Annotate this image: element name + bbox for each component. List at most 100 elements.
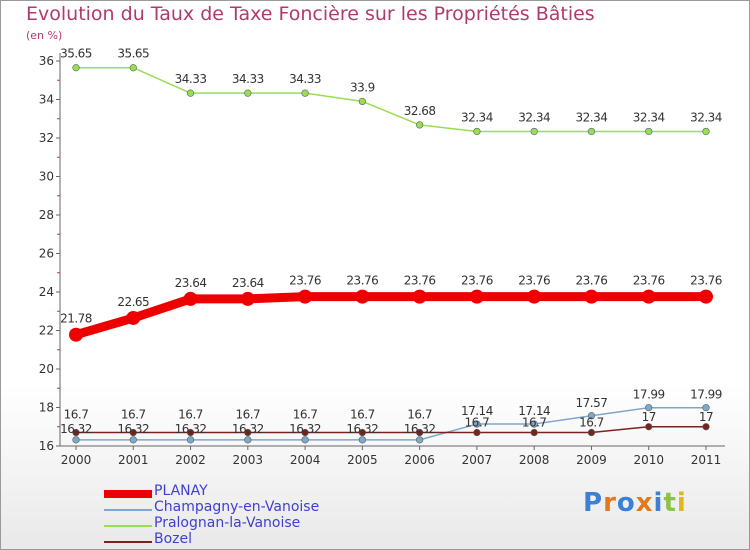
data-label: 23.76 (289, 274, 321, 288)
data-label: 32.34 (518, 110, 550, 124)
data-label: 16.32 (289, 422, 321, 436)
data-point (72, 428, 80, 437)
x-tick-label: 2009 (576, 453, 607, 467)
data-point (358, 428, 366, 437)
data-point (186, 89, 195, 97)
logo-letter: P (583, 488, 604, 518)
chart-title: Evolution du Taux de Taxe Foncière sur l… (26, 3, 595, 25)
data-point (358, 436, 366, 444)
data-label: 16.7 (178, 408, 203, 422)
y-tick-label: 26 (39, 247, 54, 261)
data-label: 17.14 (461, 404, 493, 418)
data-label: 23.64 (175, 276, 207, 290)
data-label: 32.34 (690, 110, 722, 124)
data-point (530, 127, 538, 136)
data-point (527, 289, 542, 304)
data-label: 33.9 (350, 80, 375, 94)
logo-letter: i (653, 488, 664, 518)
data-point (587, 428, 596, 437)
x-tick-label: 2001 (118, 453, 149, 467)
x-tick-label: 2003 (233, 453, 264, 467)
y-tick-label: 34 (39, 93, 54, 107)
data-point (645, 127, 653, 136)
proxiti-logo: Proxiti (583, 488, 687, 518)
data-label: 17.57 (576, 396, 608, 410)
y-tick-label: 30 (39, 170, 54, 184)
data-point (702, 423, 710, 431)
x-tick-label: 2008 (519, 453, 550, 467)
data-label: 16.7 (64, 408, 89, 422)
data-point (129, 428, 137, 437)
y-tick-label: 18 (39, 401, 54, 415)
data-label: 23.76 (461, 274, 493, 288)
x-tick-label: 2000 (61, 453, 92, 467)
x-tick-label: 2010 (633, 453, 664, 467)
data-label: 23.76 (346, 274, 378, 288)
data-point (69, 327, 83, 342)
legend-swatch-champagny (104, 509, 152, 511)
data-label: 16.7 (579, 416, 604, 430)
data-label: 35.65 (60, 47, 92, 61)
data-point (587, 412, 596, 420)
data-label: 16.7 (121, 408, 146, 422)
data-point (473, 428, 481, 437)
y-tick-label: 32 (39, 131, 54, 145)
data-label: 32.34 (633, 110, 665, 124)
data-label: 34.33 (289, 72, 321, 86)
data-point (473, 127, 481, 136)
legend-label-bozel: Bozel (154, 531, 193, 547)
data-label: 23.76 (690, 274, 722, 288)
x-tick-label: 2006 (404, 453, 435, 467)
logo-letter: i (676, 488, 687, 518)
legend-label-pralognan: Pralognan-la-Vanoise (154, 515, 301, 531)
data-point (72, 436, 80, 444)
data-point (244, 89, 252, 97)
data-label: 21.78 (60, 312, 92, 326)
x-tick-label: 2005 (347, 453, 378, 467)
data-point (72, 64, 80, 72)
data-label: 16.32 (60, 422, 92, 436)
data-label: 16.7 (235, 408, 260, 422)
data-point (584, 289, 599, 304)
data-label: 35.65 (117, 47, 149, 61)
y-axis-unit-label: (en %) (26, 29, 63, 42)
x-tick-label: 2002 (175, 453, 206, 467)
data-point (530, 428, 538, 437)
logo-letter: t (663, 488, 677, 518)
data-label: 23.76 (633, 274, 665, 288)
data-point (645, 423, 653, 431)
data-point (240, 291, 255, 306)
series-line-planay (71, 292, 711, 340)
x-tick-label: 2007 (462, 453, 493, 467)
series-line-pralognan-la-vanoise (75, 66, 707, 133)
data-point (126, 310, 141, 325)
legend-label-champagny: Champagny-en-Vanoise (154, 499, 320, 515)
series-line-bozel (75, 426, 707, 434)
data-label: 32.34 (461, 110, 493, 124)
data-point (469, 289, 484, 304)
data-point (358, 97, 366, 106)
data-point (699, 289, 713, 304)
data-label: 17 (699, 410, 713, 424)
data-point (355, 289, 370, 304)
data-label: 16.32 (117, 422, 149, 436)
y-tick-label: 36 (39, 54, 54, 68)
legend-swatch-pralognan (104, 525, 152, 527)
legend-label-planay: PLANAY (154, 483, 208, 499)
series-line-champagny-en-vanoise (75, 406, 707, 441)
data-point (416, 121, 424, 129)
y-tick-label: 24 (39, 285, 54, 299)
data-point (473, 420, 481, 428)
data-label: 16.32 (232, 422, 264, 436)
y-tick-label: 22 (39, 324, 54, 338)
logo-letter: o (616, 488, 636, 518)
data-label: 22.65 (117, 295, 149, 309)
data-label: 17.99 (633, 388, 665, 402)
data-label: 23.76 (404, 274, 436, 288)
data-label: 17.99 (690, 388, 722, 402)
data-point (298, 289, 313, 304)
data-label: 23.76 (576, 274, 608, 288)
data-label: 34.33 (232, 72, 264, 86)
